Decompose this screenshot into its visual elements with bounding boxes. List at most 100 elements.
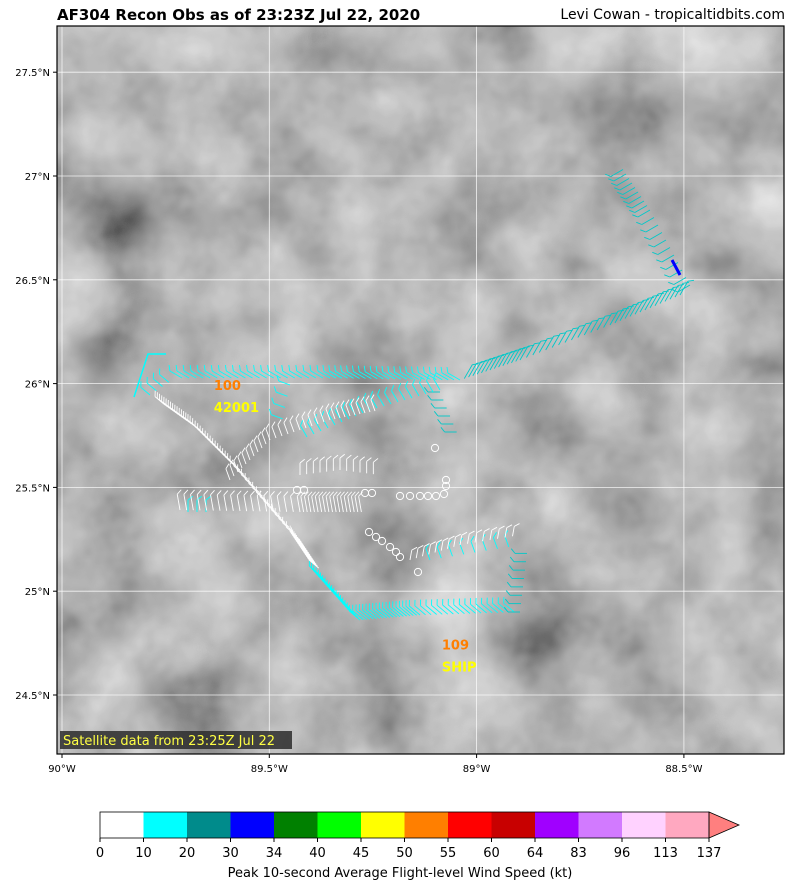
wind-barb-flag (346, 365, 348, 372)
colorbar-segment (578, 812, 622, 838)
wind-barb-flag (273, 386, 277, 393)
wind-barb (233, 460, 239, 473)
wind-barb-flag (281, 364, 284, 372)
wind-barb-flag (300, 491, 306, 497)
wind-barb-flag (648, 244, 655, 248)
wind-barb (301, 416, 307, 429)
satellite-imagery (57, 26, 784, 754)
wind-barb-flag (470, 535, 475, 542)
wind-barb-flag (440, 427, 446, 433)
wind-barb-flag (313, 457, 319, 462)
wind-barb (146, 382, 157, 392)
wind-barb-flag (489, 357, 496, 360)
wind-barb (350, 403, 356, 416)
wind-barb-flag (433, 372, 437, 379)
wind-barb (343, 496, 348, 513)
wind-barb (257, 436, 263, 449)
wind-barb (512, 526, 515, 537)
wind-barb (335, 370, 348, 379)
wind-barb (358, 496, 362, 513)
wind-barb-flag (611, 182, 618, 186)
colorbar-tick-label: 60 (483, 846, 500, 861)
colorbar-segment (317, 812, 361, 838)
wind-barb-flag (442, 537, 449, 542)
wind-barb (459, 535, 463, 546)
wind-barb-flag (617, 191, 624, 195)
wind-barb (382, 607, 394, 618)
wind-barb (322, 496, 326, 513)
wind-barb (311, 496, 315, 513)
wind-barb-flag (336, 491, 342, 497)
wind-barb (300, 496, 305, 513)
colorbar-tick-label: 30 (222, 846, 239, 861)
wind-barb-flag (313, 407, 318, 413)
wind-barb (271, 414, 283, 420)
wind-barb-flag (461, 531, 468, 536)
wind-barb-flag (668, 281, 675, 285)
wind-barb-flag (660, 266, 667, 270)
wind-barb (346, 608, 359, 618)
wind-barb (590, 318, 600, 333)
wind-barb (486, 603, 499, 614)
wind-barb (364, 371, 378, 380)
wind-barb-flag (354, 491, 360, 497)
wind-barb (241, 474, 252, 484)
wind-barb-flag (644, 236, 651, 240)
station-id: SHIP (442, 660, 477, 675)
wind-barb (360, 401, 366, 414)
wind-barb (289, 420, 295, 433)
wind-barb-flag (652, 294, 660, 297)
calm-marker (395, 491, 405, 501)
wind-barb (296, 370, 310, 379)
wind-barb-flag (352, 365, 354, 372)
wind-barb-flag (493, 356, 500, 359)
wind-barb-flag (332, 491, 338, 497)
wind-barb (253, 440, 259, 453)
wind-barbs (133, 169, 695, 621)
wind-barb-flag (176, 489, 182, 495)
wind-barb-flag (424, 543, 430, 547)
wind-barb-flag (349, 398, 353, 405)
wind-barb (350, 496, 355, 513)
wind-barb-flag (632, 214, 639, 218)
wind-barb (336, 496, 341, 513)
wind-barb (300, 425, 308, 438)
wind-barb-flag (540, 339, 547, 342)
calm-marker (441, 475, 451, 485)
wind-barb-flag (322, 365, 325, 372)
wind-barb (345, 404, 351, 417)
wind-barb (261, 432, 267, 445)
wind-barb-flag (384, 386, 388, 393)
wind-barb-flag (340, 400, 345, 406)
wind-barb (402, 606, 414, 616)
lat-tick-label: 24.5°N (15, 691, 50, 702)
wind-barb (489, 355, 499, 371)
wind-barb (414, 605, 426, 616)
wind-barb (210, 494, 214, 511)
wind-barb-flag (343, 491, 349, 497)
wind-barb-flag (289, 415, 294, 421)
wind-barb-flag (363, 392, 367, 399)
latitude-axis: 24.5°N 25°N 25.5°N 26°N 26.5°N 27°N 27.5°N (15, 68, 57, 702)
wind-barb-flag (350, 398, 355, 404)
wind-barb (273, 402, 286, 408)
wind-barb-flag (553, 334, 560, 337)
wind-barb-flag (261, 427, 266, 433)
wind-barb (558, 330, 567, 346)
wind-barb-flag (351, 491, 356, 497)
wind-barb (447, 544, 453, 557)
calm-marker (439, 489, 449, 499)
wind-barb (511, 348, 520, 364)
wind-barb (564, 328, 574, 343)
wind-barb (428, 544, 431, 555)
wind-barb-flag (299, 458, 305, 464)
map-title: AF304 Recon Obs as of 23:23Z Jul 22, 202… (57, 6, 421, 24)
wind-barb (377, 394, 385, 407)
wind-barb-flag (346, 454, 352, 460)
wind-barb-flag (527, 344, 535, 347)
calm-wind-markers (292, 443, 451, 577)
wind-barb (661, 254, 675, 263)
wind-barb-flag (476, 361, 483, 364)
colorbar-segment (361, 812, 405, 838)
wind-barb-flag (422, 366, 425, 373)
